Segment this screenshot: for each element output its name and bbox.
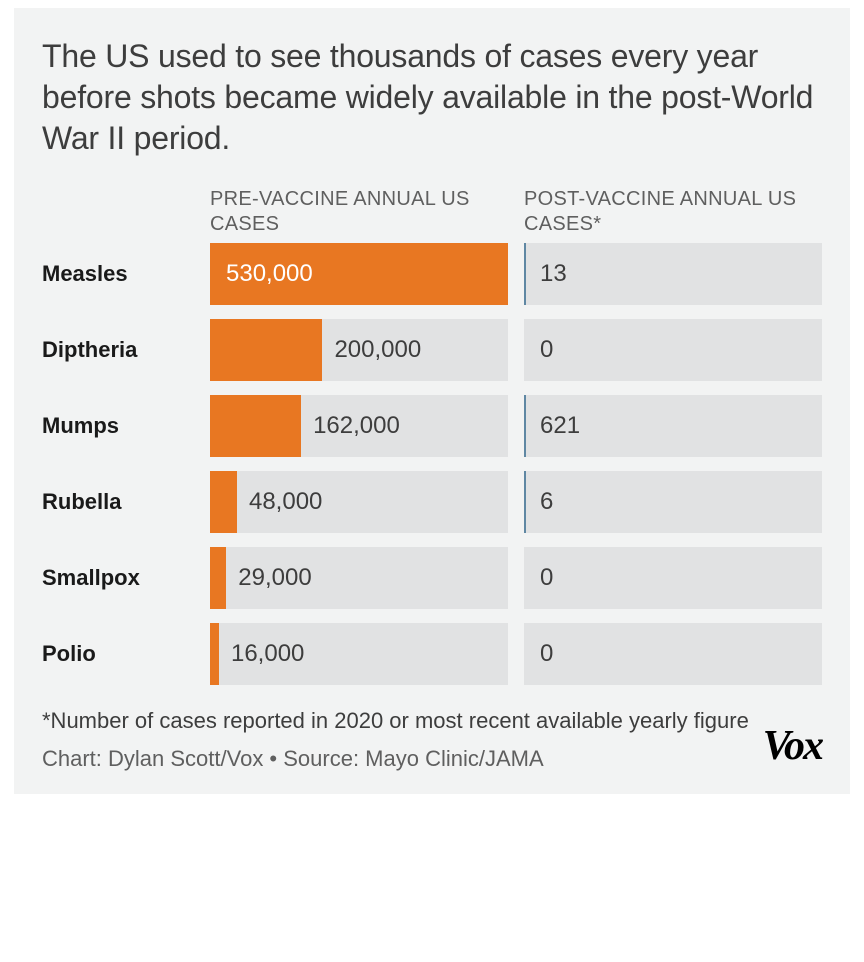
pre-bar	[210, 471, 237, 533]
row-label: Rubella	[42, 471, 194, 533]
pre-bar-cell: 16,000	[210, 623, 508, 685]
pre-value: 200,000	[334, 336, 421, 364]
pre-value: 530,000	[210, 260, 313, 288]
pre-bar	[210, 547, 226, 609]
column-header-post: POST-VACCINE ANNUAL US CASES*	[524, 187, 822, 243]
column-header-spacer	[42, 187, 194, 243]
chart-card: The US used to see thousands of cases ev…	[14, 8, 850, 794]
pre-bar	[210, 319, 322, 381]
post-value: 13	[524, 260, 567, 288]
pre-bar-cell: 29,000	[210, 547, 508, 609]
pre-value: 162,000	[313, 412, 400, 440]
chart-title: The US used to see thousands of cases ev…	[42, 36, 822, 159]
post-bar-cell: 0	[524, 623, 822, 685]
pre-bar-cell: 162,000	[210, 395, 508, 457]
post-bar-cell: 13	[524, 243, 822, 305]
post-bar-cell: 621	[524, 395, 822, 457]
column-header-pre: PRE-VACCINE ANNUAL US CASES	[210, 187, 508, 243]
vox-logo: Vox	[763, 722, 822, 770]
chart-credit: Chart: Dylan Scott/Vox • Source: Mayo Cl…	[42, 745, 562, 774]
chart-footnote: *Number of cases reported in 2020 or mos…	[42, 707, 822, 736]
row-label: Diptheria	[42, 319, 194, 381]
row-label: Smallpox	[42, 547, 194, 609]
post-bar-cell: 0	[524, 319, 822, 381]
post-value: 0	[524, 336, 553, 364]
row-label: Mumps	[42, 395, 194, 457]
post-value: 0	[524, 640, 553, 668]
chart-grid: PRE-VACCINE ANNUAL US CASES POST-VACCINE…	[42, 187, 822, 699]
pre-value: 48,000	[249, 488, 322, 516]
post-value: 6	[524, 488, 553, 516]
post-bar-cell: 6	[524, 471, 822, 533]
row-label: Measles	[42, 243, 194, 305]
pre-bar	[210, 395, 301, 457]
post-value: 0	[524, 564, 553, 592]
post-value: 621	[524, 412, 580, 440]
pre-bar-cell: 48,000	[210, 471, 508, 533]
pre-bar	[210, 623, 219, 685]
pre-value: 29,000	[238, 564, 311, 592]
pre-bar-cell: 200,000	[210, 319, 508, 381]
pre-bar-cell: 530,000	[210, 243, 508, 305]
post-bar-cell: 0	[524, 547, 822, 609]
row-label: Polio	[42, 623, 194, 685]
pre-value: 16,000	[231, 640, 304, 668]
